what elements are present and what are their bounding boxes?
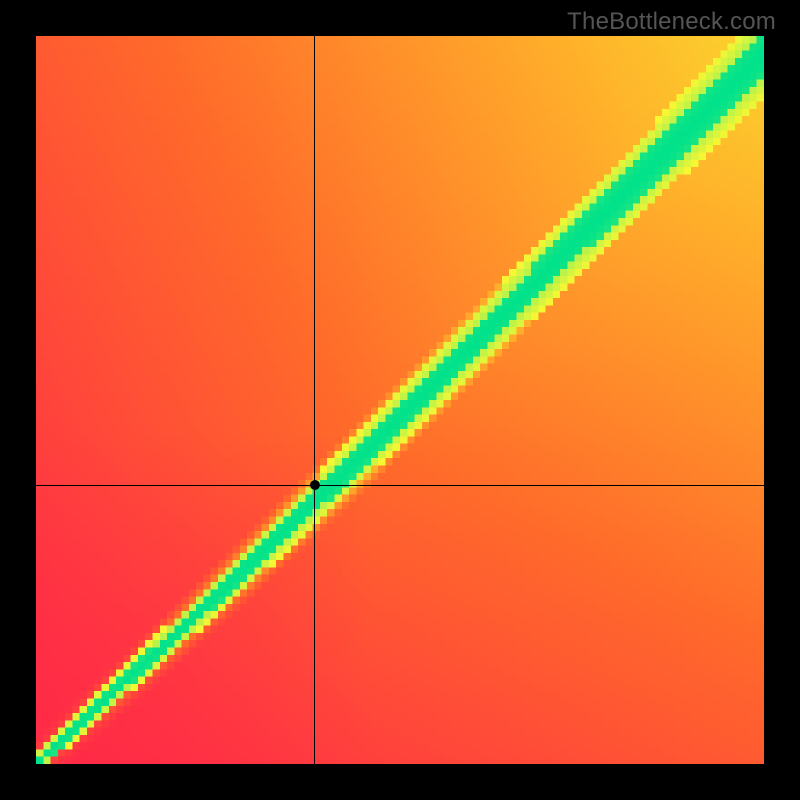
heatmap-canvas xyxy=(36,36,764,764)
heatmap-plot xyxy=(36,36,764,764)
crosshair-horizontal xyxy=(36,485,764,486)
crosshair-marker xyxy=(310,480,320,490)
crosshair-vertical xyxy=(314,36,315,764)
watermark-text: TheBottleneck.com xyxy=(567,8,776,36)
